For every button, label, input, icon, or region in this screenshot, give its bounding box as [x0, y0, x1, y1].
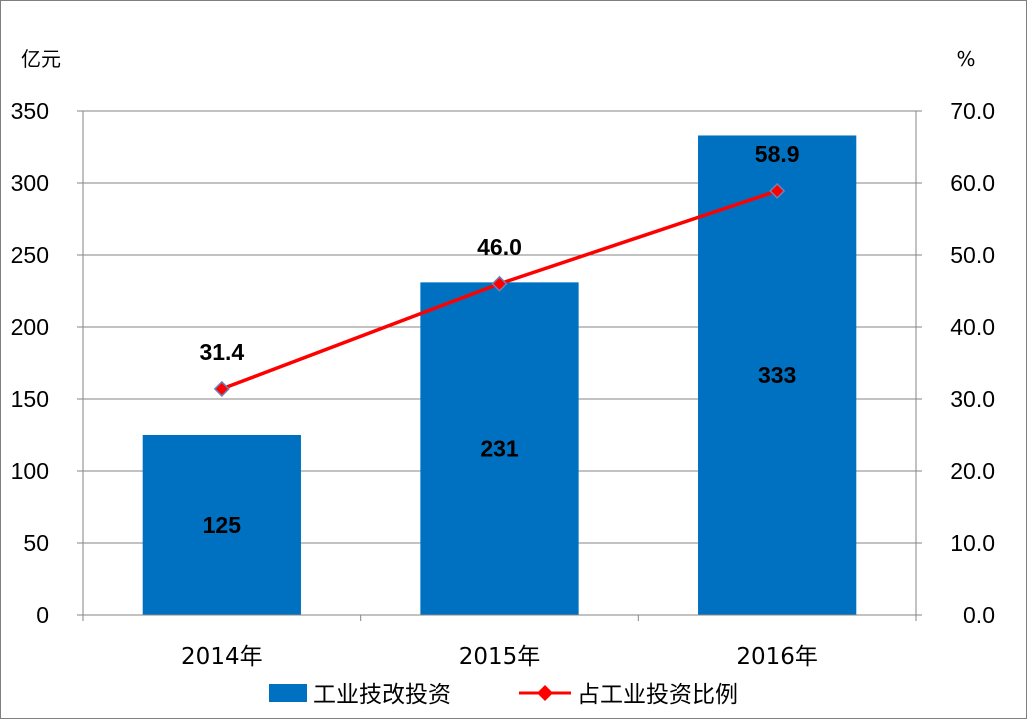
axes: 0 0.0 50 10.0 100 20.0 150 30.0 200 40.0 250 50.0 30…	[11, 98, 995, 670]
right-axis-unit: %	[956, 47, 975, 71]
right-axis-tick-label: 40.0	[950, 314, 995, 340]
legend-swatch-bar	[269, 684, 307, 702]
bar	[698, 135, 857, 616]
left-axis-tick-label: 200	[11, 314, 49, 340]
line-series	[213, 182, 786, 397]
bar-value-label: 125	[203, 512, 242, 538]
line-marker	[213, 380, 230, 397]
legend-label-line: 占工业投资比例	[577, 682, 738, 708]
left-axis-tick-label: 150	[11, 386, 49, 412]
left-axis-tick-label: 100	[11, 458, 49, 484]
legend-label-bar: 工业技改投资	[313, 682, 451, 708]
right-axis-tick-label: 0.0	[963, 602, 995, 628]
left-axis-tick-label: 0	[36, 602, 49, 628]
bar	[142, 435, 301, 615]
left-axis-unit: 亿元	[21, 47, 61, 71]
left-axis-tick-label: 250	[11, 242, 49, 268]
right-axis-tick-label: 60.0	[950, 170, 995, 196]
bar-series	[142, 135, 857, 616]
right-axis-tick-label: 20.0	[950, 458, 995, 484]
bar	[420, 282, 579, 615]
bar-value-label: 231	[480, 436, 519, 462]
right-axis-tick-label: 70.0	[950, 98, 995, 124]
x-axis-category-label: 2015年	[459, 644, 541, 670]
left-axis-tick-label: 350	[11, 98, 49, 124]
bar-value-label: 333	[758, 362, 796, 388]
right-axis-tick-label: 30.0	[950, 386, 995, 412]
left-axis-tick-label: 50	[23, 530, 49, 556]
line-value-label: 58.9	[755, 141, 800, 167]
right-axis-tick-label: 50.0	[950, 242, 995, 268]
legend-swatch-marker	[537, 685, 553, 701]
legend: 工业技改投资 占工业投资比例	[269, 682, 738, 708]
right-axis-tick-label: 10.0	[950, 530, 995, 556]
line-value-label: 31.4	[199, 339, 244, 365]
line-value-label: 46.0	[477, 234, 522, 260]
line-marker	[769, 182, 786, 199]
line-marker	[491, 275, 508, 292]
x-axis-category-label: 2016年	[736, 644, 818, 670]
data-labels: 125 231 333 31.4 46.0 58.9	[199, 141, 799, 538]
left-axis-tick-label: 300	[11, 170, 49, 196]
x-axis-category-label: 2014年	[181, 644, 263, 670]
